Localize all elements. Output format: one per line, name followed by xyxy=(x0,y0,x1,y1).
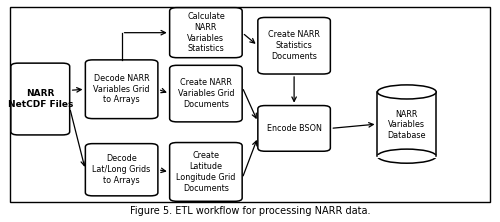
FancyBboxPatch shape xyxy=(86,144,158,196)
FancyBboxPatch shape xyxy=(11,63,70,135)
Text: Calculate
NARR
Variables
Statistics: Calculate NARR Variables Statistics xyxy=(187,12,225,53)
Text: Create
Latitude
Longitude Grid
Documents: Create Latitude Longitude Grid Documents xyxy=(176,151,236,192)
Text: Create NARR
Statistics
Documents: Create NARR Statistics Documents xyxy=(268,30,320,61)
FancyBboxPatch shape xyxy=(258,106,330,151)
Text: NARR
NetCDF Files: NARR NetCDF Files xyxy=(8,89,73,109)
Bar xyxy=(378,92,436,163)
Ellipse shape xyxy=(378,149,436,163)
FancyBboxPatch shape xyxy=(258,18,330,74)
FancyBboxPatch shape xyxy=(170,143,242,201)
FancyBboxPatch shape xyxy=(170,65,242,122)
Text: Decode
Lat/Long Grids
to Arrays: Decode Lat/Long Grids to Arrays xyxy=(92,155,150,185)
Text: Figure 5. ETL workflow for processing NARR data.: Figure 5. ETL workflow for processing NA… xyxy=(130,206,370,216)
Ellipse shape xyxy=(378,85,436,99)
FancyBboxPatch shape xyxy=(86,60,158,119)
Text: NARR
Variables
Database: NARR Variables Database xyxy=(388,109,426,140)
Text: Encode BSON: Encode BSON xyxy=(266,124,322,133)
Text: Decode NARR
Variables Grid
to Arrays: Decode NARR Variables Grid to Arrays xyxy=(94,74,150,105)
FancyBboxPatch shape xyxy=(170,8,242,58)
Text: Create NARR
Variables Grid
Documents: Create NARR Variables Grid Documents xyxy=(178,78,234,109)
